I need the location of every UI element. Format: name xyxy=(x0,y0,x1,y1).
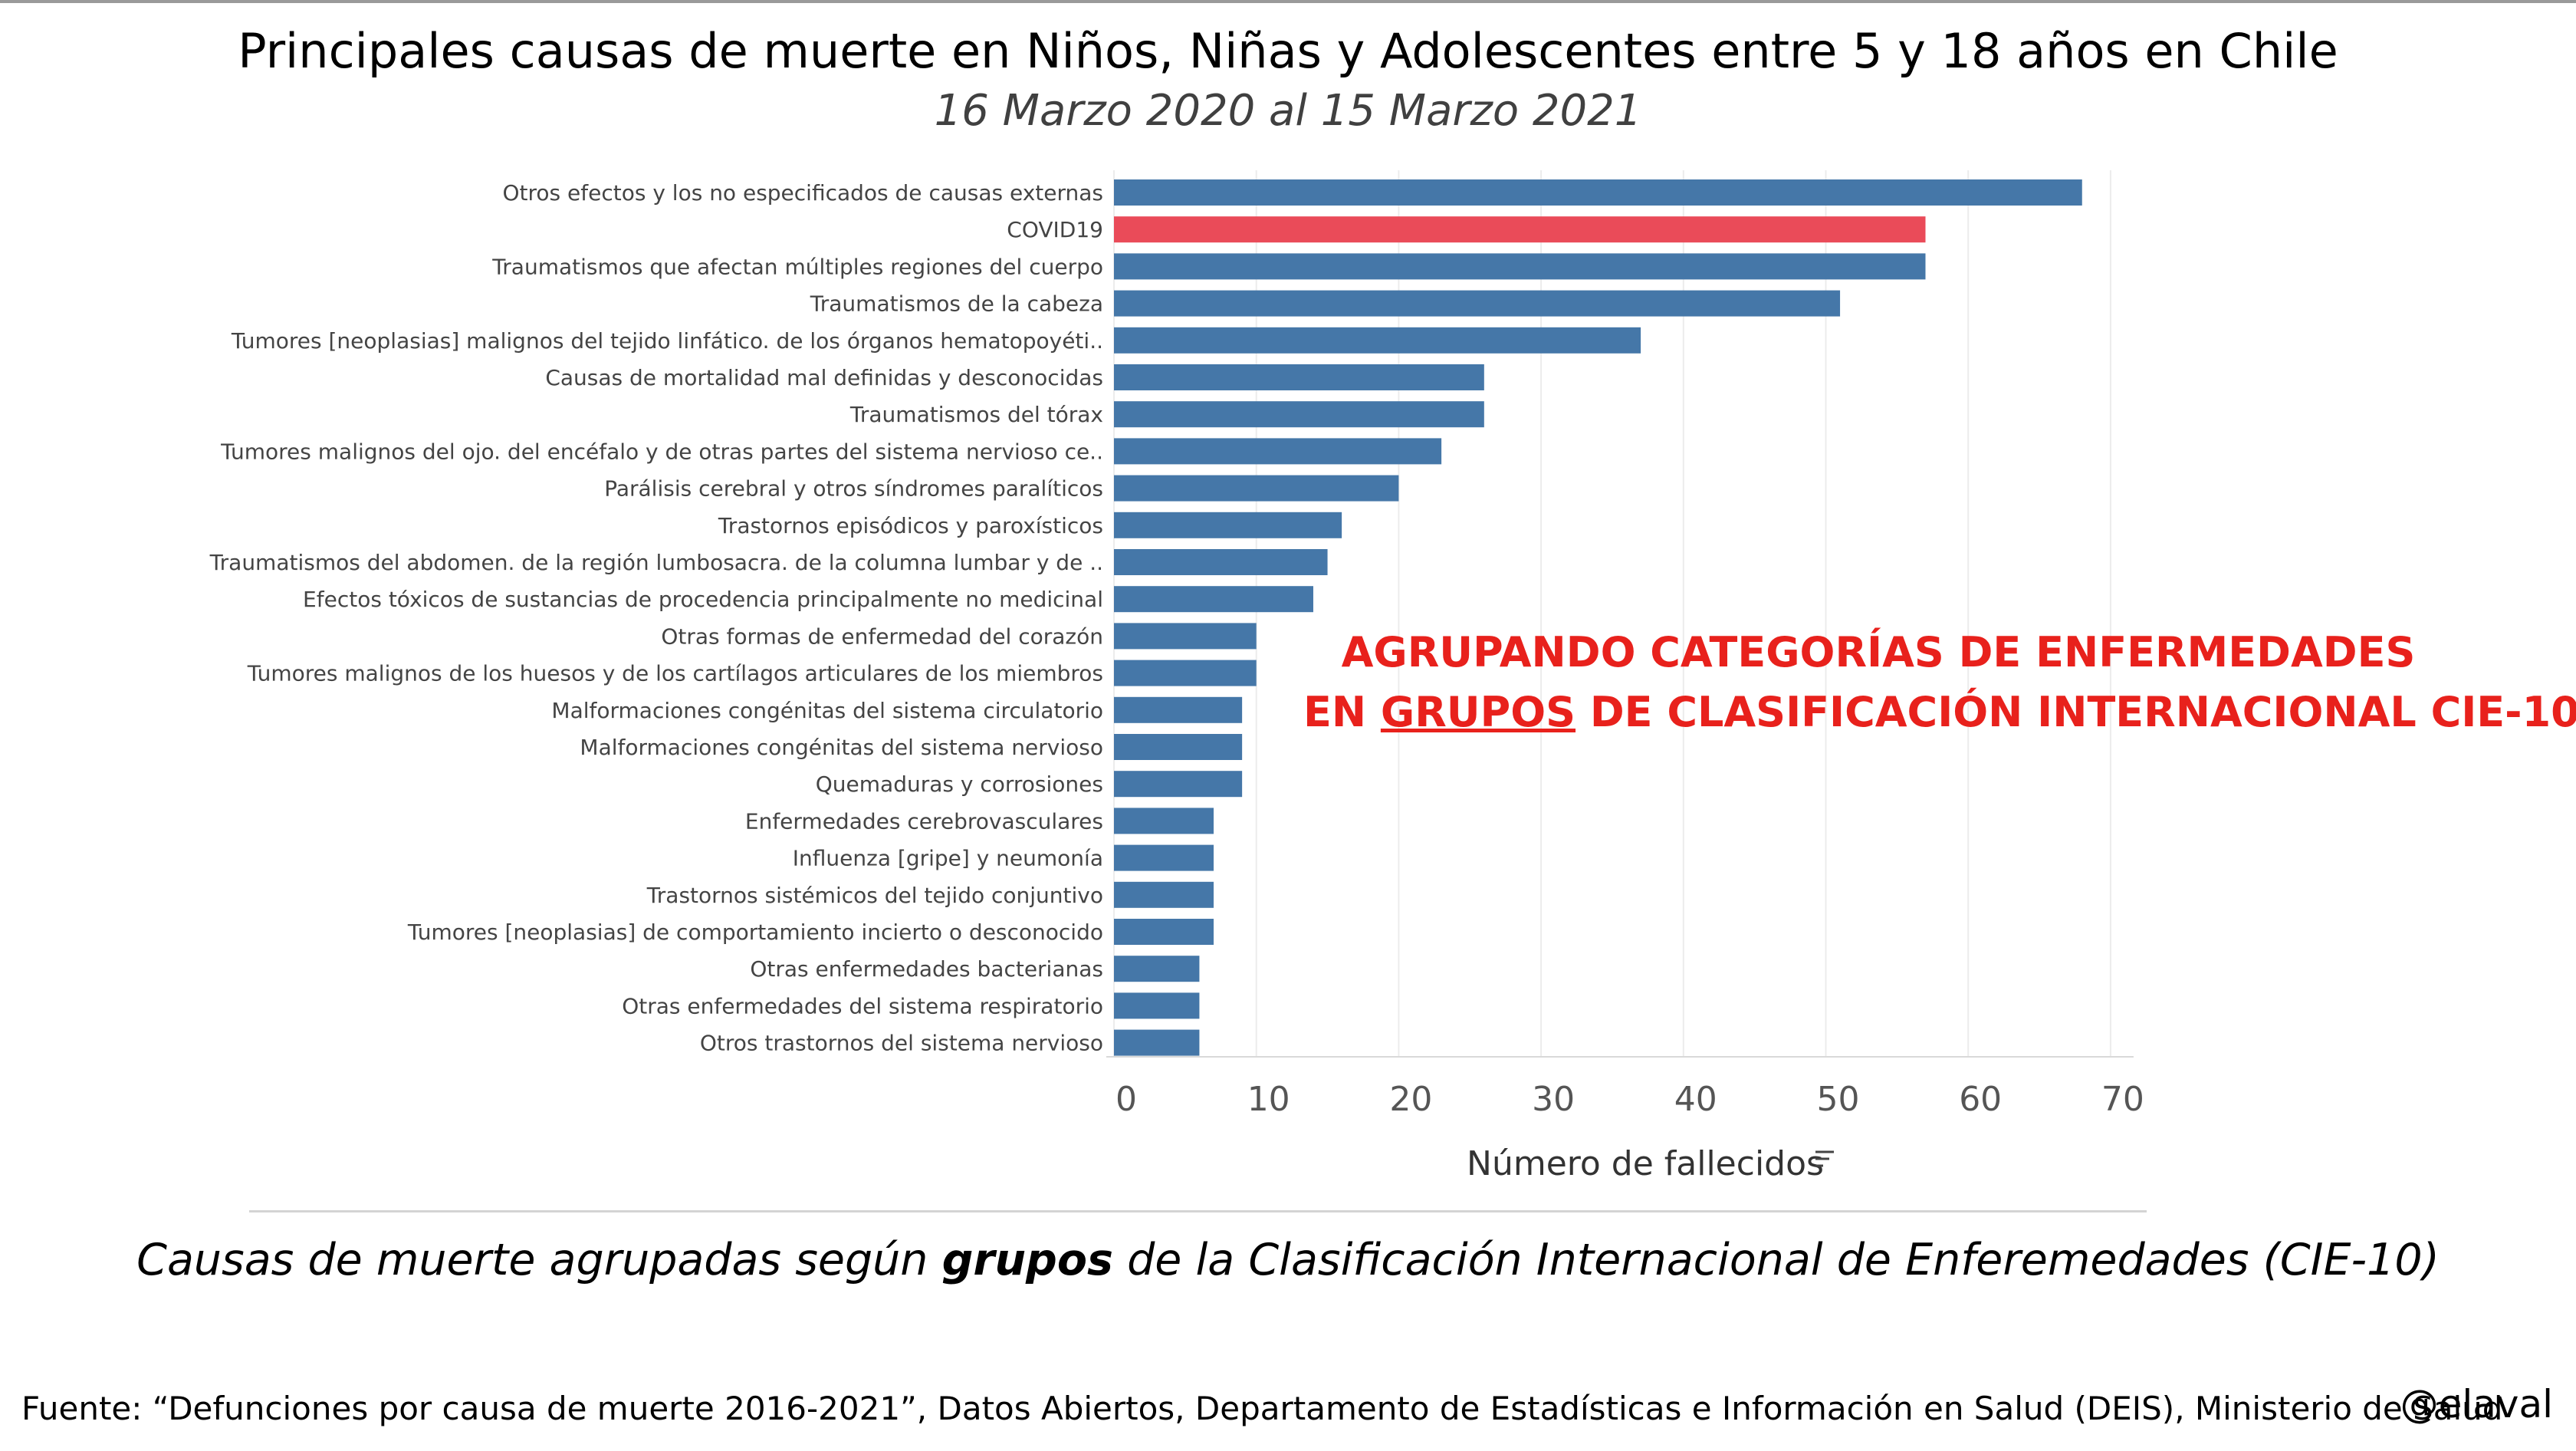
bar xyxy=(1114,364,1484,390)
annotation-underlined-word: GRUPOS xyxy=(1380,688,1576,736)
category-label: Traumatismos que afectan múltiples regio… xyxy=(491,254,1103,279)
bar xyxy=(1114,992,1200,1019)
bar xyxy=(1114,290,1841,317)
annotation-line-2: EN GRUPOS DE CLASIFICACIÓN INTERNACIONAL… xyxy=(1303,683,2576,742)
bar xyxy=(1114,919,1214,945)
bar xyxy=(1114,771,1243,798)
annotation-line-2-post: DE CLASIFICACIÓN INTERNACIONAL CIE-10 xyxy=(1576,688,2576,736)
divider-line xyxy=(249,1210,2147,1212)
bar xyxy=(1114,586,1313,613)
bar xyxy=(1114,401,1484,428)
category-label: Efectos tóxicos de sustancias de procede… xyxy=(303,587,1103,612)
x-tick-label: 60 xyxy=(1959,1080,2002,1119)
x-tick-label: 40 xyxy=(1674,1080,1717,1119)
x-tick-label: 30 xyxy=(1532,1080,1575,1119)
category-label: Enfermedades cerebrovasculares xyxy=(745,808,1103,834)
x-tick-label: 50 xyxy=(1817,1080,1860,1119)
category-label: Influenza [gripe] y neumonía xyxy=(793,846,1103,871)
category-label: Parálisis cerebral y otros síndromes par… xyxy=(604,476,1103,502)
bar-chart: Otros efectos y los no especificados de … xyxy=(209,170,2144,1183)
category-label: Malformaciones congénitas del sistema ci… xyxy=(551,698,1103,723)
category-label: Tumores [neoplasias] de comportamiento i… xyxy=(407,920,1103,945)
caption-pre: Causas de muerte agrupadas según xyxy=(136,1235,942,1285)
bar xyxy=(1114,475,1399,502)
category-label: Trastornos sistémicos del tejido conjunt… xyxy=(646,883,1103,908)
category-label: Otras enfermedades bacterianas xyxy=(750,956,1103,982)
category-label: Tumores [neoplasias] malignos del tejido… xyxy=(231,328,1103,354)
category-label: Otras formas de enfermedad del corazón xyxy=(661,624,1103,649)
caption: Causas de muerte agrupadas según grupos … xyxy=(0,1235,2576,1285)
category-label: Traumatismos de la cabeza xyxy=(810,291,1103,317)
x-tick-label: 20 xyxy=(1389,1080,1432,1119)
chart-title: Principales causas de muerte en Niños, N… xyxy=(238,23,2338,79)
bar xyxy=(1114,438,1442,465)
bar xyxy=(1114,253,1926,280)
category-label: Causas de mortalidad mal definidas y des… xyxy=(545,365,1103,390)
category-label: Otras enfermedades del sistema respirato… xyxy=(622,993,1103,1018)
caption-bold: grupos xyxy=(941,1235,1113,1285)
bar xyxy=(1114,808,1214,834)
category-label: Quemaduras y corrosiones xyxy=(816,772,1103,797)
annotation-line-1: AGRUPANDO CATEGORÍAS DE ENFERMEDADES xyxy=(1341,628,2416,676)
category-label: Trastornos episódicos y paroxísticos xyxy=(718,513,1103,538)
sort-descending-icon[interactable] xyxy=(1815,1150,1834,1167)
caption-post: de la Clasificación Internacional de Enf… xyxy=(1112,1235,2440,1285)
bar xyxy=(1114,179,2082,206)
bar xyxy=(1114,696,1243,723)
category-label: Otros trastornos del sistema nervioso xyxy=(700,1031,1103,1056)
chart-subtitle: 16 Marzo 2020 al 15 Marzo 2021 xyxy=(934,86,1642,136)
bar xyxy=(1114,623,1257,650)
bar xyxy=(1114,549,1328,575)
x-axis-title: Número de fallecidos xyxy=(1467,1144,1824,1183)
grouping-annotation: AGRUPANDO CATEGORÍAS DE ENFERMEDADES EN … xyxy=(1303,623,2576,742)
bar xyxy=(1114,1029,1200,1056)
top-border xyxy=(0,0,2576,3)
category-label: Malformaciones congénitas del sistema ne… xyxy=(580,735,1103,760)
category-label: COVID19 xyxy=(1007,217,1103,242)
category-label: Otros efectos y los no especificados de … xyxy=(502,180,1103,206)
category-label: Tumores malignos de los huesos y de los … xyxy=(247,661,1103,686)
bar xyxy=(1114,327,1641,354)
author-handle: @elaval xyxy=(2400,1382,2553,1426)
bar xyxy=(1114,881,1214,908)
category-label: Traumatismos del tórax xyxy=(849,402,1103,427)
bar xyxy=(1114,844,1214,871)
x-tick-label: 70 xyxy=(2101,1080,2144,1119)
x-tick-label: 10 xyxy=(1247,1080,1290,1119)
bar xyxy=(1114,512,1342,538)
annotation-line-2-pre: EN xyxy=(1303,688,1381,736)
bar xyxy=(1114,660,1257,686)
category-label: Tumores malignos del ojo. del encéfalo y… xyxy=(220,439,1103,464)
category-label: Traumatismos del abdomen. de la región l… xyxy=(209,550,1103,575)
x-tick-label: 0 xyxy=(1116,1080,1137,1119)
bar xyxy=(1114,734,1243,760)
bar xyxy=(1114,216,1926,243)
source-note: Fuente: “Defunciones por causa de muerte… xyxy=(21,1390,2503,1427)
bar xyxy=(1114,956,1200,982)
